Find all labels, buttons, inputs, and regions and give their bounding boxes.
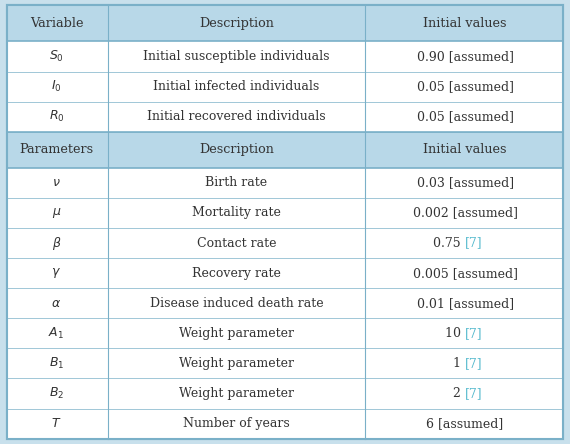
Bar: [7, 41, 563, 71]
Text: 0.75: 0.75: [434, 237, 465, 250]
Text: Weight parameter: Weight parameter: [179, 387, 294, 400]
Text: Recovery rate: Recovery rate: [192, 267, 281, 280]
Bar: [7, 71, 563, 102]
Text: 2: 2: [453, 387, 465, 400]
Text: $I_{0}$: $I_{0}$: [51, 79, 62, 94]
Bar: [7, 5, 563, 41]
Text: Initial values: Initial values: [424, 17, 507, 30]
Text: Weight parameter: Weight parameter: [179, 327, 294, 340]
Text: $T$: $T$: [51, 417, 62, 430]
Text: 0.05 [assumed]: 0.05 [assumed]: [417, 80, 514, 93]
Bar: [7, 288, 563, 318]
Text: $μ$: $μ$: [52, 206, 61, 220]
Text: 0.05 [assumed]: 0.05 [assumed]: [417, 110, 514, 123]
Bar: [7, 258, 563, 288]
Text: 0.90 [assumed]: 0.90 [assumed]: [417, 50, 514, 63]
Bar: [7, 198, 563, 228]
Text: Contact rate: Contact rate: [197, 237, 276, 250]
Text: 0.002 [assumed]: 0.002 [assumed]: [413, 206, 518, 219]
Text: Weight parameter: Weight parameter: [179, 357, 294, 370]
Text: Disease induced death rate: Disease induced death rate: [150, 297, 323, 310]
Bar: [7, 102, 563, 132]
Bar: [7, 132, 563, 168]
Text: Birth rate: Birth rate: [206, 176, 267, 190]
Text: Description: Description: [199, 143, 274, 156]
Text: Number of years: Number of years: [183, 417, 290, 430]
Text: $B_{2}$: $B_{2}$: [49, 386, 64, 401]
Text: Initial values: Initial values: [424, 143, 507, 156]
Text: 1: 1: [453, 357, 465, 370]
Text: [7]: [7]: [465, 327, 483, 340]
Text: $α$: $α$: [51, 297, 62, 310]
Bar: [7, 318, 563, 349]
Text: Parameters: Parameters: [19, 143, 93, 156]
Text: $R_{0}$: $R_{0}$: [48, 109, 64, 124]
Text: Initial recovered individuals: Initial recovered individuals: [147, 110, 326, 123]
Text: 0.005 [assumed]: 0.005 [assumed]: [413, 267, 518, 280]
Text: [7]: [7]: [465, 357, 483, 370]
Text: $ν$: $ν$: [52, 176, 61, 190]
Text: 0.03 [assumed]: 0.03 [assumed]: [417, 176, 514, 190]
Text: 0.01 [assumed]: 0.01 [assumed]: [417, 297, 514, 310]
Bar: [7, 408, 563, 439]
Text: Description: Description: [199, 17, 274, 30]
Text: $B_{1}$: $B_{1}$: [49, 356, 64, 371]
Text: Initial susceptible individuals: Initial susceptible individuals: [143, 50, 330, 63]
Text: Mortality rate: Mortality rate: [192, 206, 281, 219]
Text: $S_{0}$: $S_{0}$: [49, 49, 64, 64]
Text: Initial infected individuals: Initial infected individuals: [153, 80, 320, 93]
Text: $A_{1}$: $A_{1}$: [48, 326, 64, 341]
Bar: [7, 228, 563, 258]
Text: 6 [assumed]: 6 [assumed]: [426, 417, 504, 430]
Text: [7]: [7]: [465, 387, 483, 400]
Bar: [7, 168, 563, 198]
Text: Variable: Variable: [30, 17, 83, 30]
Text: [7]: [7]: [465, 237, 483, 250]
Text: $β$: $β$: [52, 234, 61, 252]
Bar: [7, 349, 563, 378]
Text: 10: 10: [445, 327, 465, 340]
Text: $γ$: $γ$: [51, 266, 62, 280]
Bar: [7, 378, 563, 408]
